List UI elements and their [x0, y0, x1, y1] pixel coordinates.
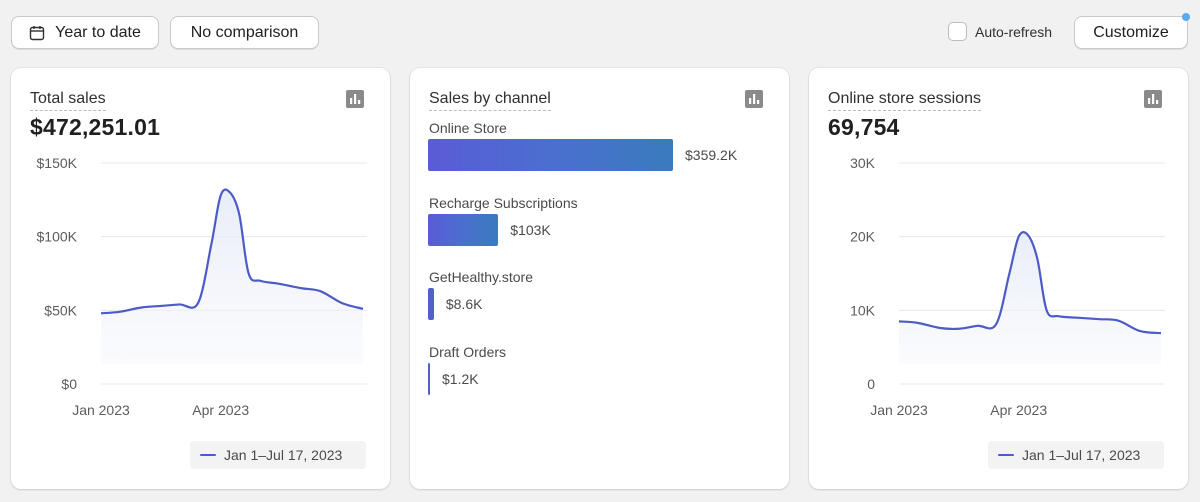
- comparison-label: No comparison: [190, 23, 299, 41]
- notification-dot: [1182, 13, 1190, 21]
- channel-bar[interactable]: [428, 139, 673, 171]
- legend-swatch: [998, 454, 1014, 456]
- y-tick-label: 30K: [850, 155, 876, 171]
- online-store-sessions-card[interactable]: Online store sessions 69,754 30K 20K 10K 0 J…: [809, 68, 1188, 489]
- total-sales-card[interactable]: Total sales $472,251.01 $150K $100K $50K $0…: [11, 68, 390, 489]
- x-tick-label: Jan 2023: [870, 402, 928, 418]
- channel-label: Online Store: [429, 120, 507, 136]
- card-title[interactable]: Online store sessions: [828, 90, 981, 111]
- card-value: 69,754: [828, 114, 900, 140]
- calendar-icon: [29, 25, 45, 40]
- bar-chart-icon[interactable]: [745, 90, 763, 108]
- channel-bar[interactable]: [428, 362, 430, 395]
- chart-legend: Jan 1–Jul 17, 2023: [988, 441, 1164, 469]
- series-area: [899, 232, 1162, 364]
- channel-label: Recharge Subscriptions: [429, 194, 578, 211]
- card-value: $472,251.01: [30, 114, 161, 140]
- auto-refresh-label: Auto-refresh: [975, 23, 1053, 40]
- x-tick-label: Apr 2023: [192, 402, 249, 418]
- channel-label: Draft Orders: [429, 343, 507, 360]
- y-tick-label: $100K: [37, 229, 78, 245]
- channel-bar[interactable]: [428, 288, 434, 320]
- card-title[interactable]: Sales by channel: [429, 90, 551, 111]
- channel-bar[interactable]: [428, 213, 499, 246]
- date-range-label: Year to date: [55, 23, 141, 41]
- legend-label: Jan 1–Jul 17, 2023: [224, 447, 343, 463]
- customize-label: Customize: [1093, 23, 1169, 41]
- auto-refresh-toggle[interactable]: Auto-refresh: [948, 22, 1052, 41]
- channel-value: $103K: [510, 221, 551, 238]
- y-tick-label: 0: [867, 376, 875, 392]
- legend-swatch: [200, 454, 216, 456]
- sessions-chart: 30K 20K 10K 0 Jan 2023 Apr 2023: [850, 155, 1165, 418]
- y-tick-label: $150K: [37, 155, 78, 171]
- customize-button[interactable]: Customize: [1074, 16, 1188, 49]
- date-range-button[interactable]: Year to date: [11, 16, 159, 49]
- bar-chart-icon[interactable]: [1144, 90, 1162, 108]
- total-sales-chart: $150K $100K $50K $0 Jan 2023 Apr 2023: [37, 155, 367, 418]
- sales-by-channel-card[interactable]: Sales by channel Online Store $359.2K Rech…: [410, 68, 789, 489]
- series-area: [101, 189, 364, 364]
- channel-value: $1.2K: [442, 370, 479, 387]
- top-toolbar: Year to date No comparison Auto-refresh …: [0, 0, 1200, 66]
- y-tick-label: $0: [61, 376, 77, 392]
- y-tick-label: $50K: [44, 302, 77, 318]
- chart-legend: Jan 1–Jul 17, 2023: [190, 441, 366, 469]
- channel-label: GetHealthy.store: [429, 269, 534, 285]
- channel-value: $8.6K: [445, 296, 483, 312]
- legend-label: Jan 1–Jul 17, 2023: [1022, 447, 1141, 463]
- series-line: [100, 188, 364, 315]
- y-tick-label: 10K: [850, 302, 876, 318]
- channel-value: $359.2K: [685, 147, 738, 163]
- comparison-button[interactable]: No comparison: [170, 16, 319, 49]
- card-title[interactable]: Total sales: [30, 90, 106, 111]
- bar-chart-icon[interactable]: [346, 90, 364, 108]
- y-tick-label: 20K: [850, 229, 876, 245]
- x-tick-label: Apr 2023: [990, 402, 1047, 418]
- x-tick-label: Jan 2023: [72, 402, 130, 418]
- auto-refresh-checkbox[interactable]: [948, 22, 967, 41]
- series-line: [898, 231, 1162, 335]
